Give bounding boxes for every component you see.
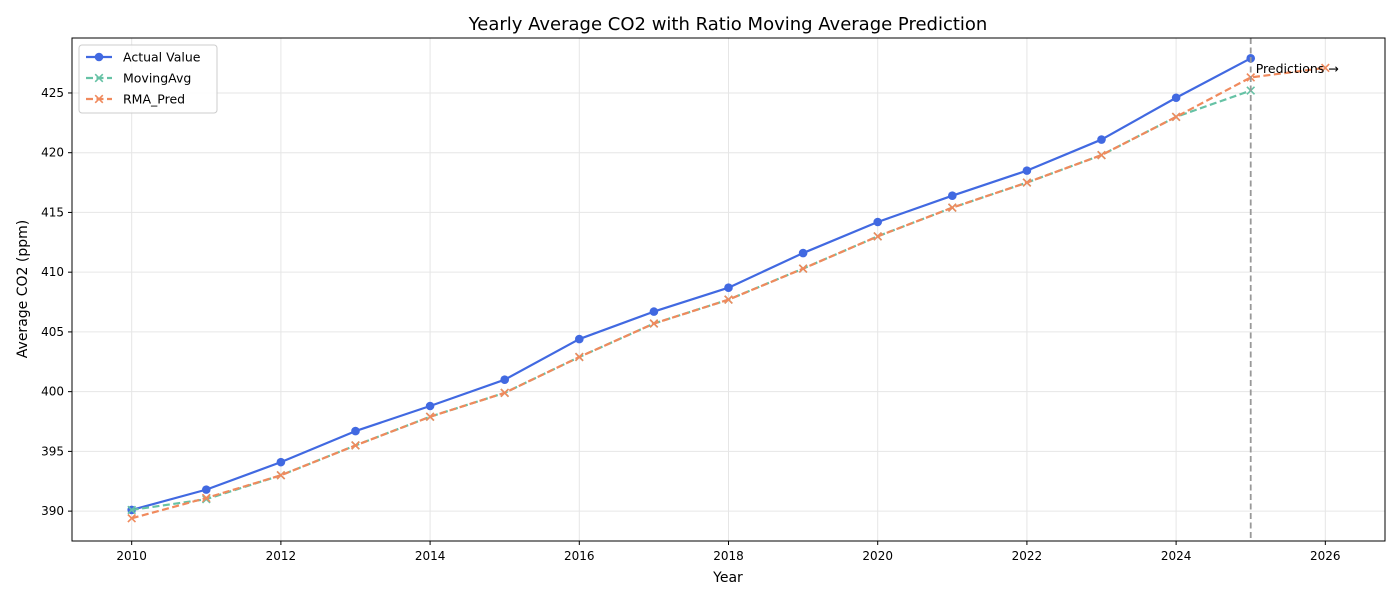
y-tick-label: 400 (41, 385, 64, 399)
data-point-actual-value (873, 217, 883, 227)
data-point-rma-pred (649, 319, 659, 328)
data-point-rma-pred (798, 264, 808, 273)
x-axis-label: Year (712, 570, 743, 586)
y-tick-label: 405 (41, 325, 64, 339)
data-point-actual-value (798, 248, 808, 258)
x-tick-label: 2024 (1161, 549, 1192, 563)
y-axis-ticks: 390 395 400 405 410 415 420 425 (41, 86, 72, 518)
data-point-rma-pred (1171, 112, 1181, 122)
data-point-actual-value (425, 401, 435, 411)
x-tick-label: 2026 (1310, 549, 1341, 563)
legend-entry-movingavg: MovingAvg (86, 71, 191, 86)
data-point-actual-value (201, 485, 211, 494)
legend-entry-rma-pred: RMA_Pred (86, 92, 185, 107)
y-tick-label: 425 (41, 86, 64, 100)
y-tick-label: 395 (41, 444, 64, 458)
y-axis-label: Average CO2 (ppm) (15, 220, 31, 358)
data-point-actual-value (724, 283, 733, 293)
annotation-layer: Predictions → (1256, 61, 1339, 76)
data-point-actual-value (1171, 93, 1181, 103)
series-rma-pred (127, 63, 1330, 523)
data-point-actual-value (948, 191, 957, 201)
data-point-rma-pred (127, 513, 137, 523)
data-point-actual-value (1097, 135, 1106, 144)
x-tick-label: 2022 (1012, 549, 1043, 563)
data-point-rma-pred (276, 470, 286, 480)
legend: Actual Value MovingAvg RMA_Pred (78, 44, 218, 114)
chart-title: Yearly Average CO2 with Ratio Moving Ave… (468, 14, 988, 35)
legend-entry-actual-value: Actual Value (86, 50, 201, 65)
legend-label-actual-value: Actual Value (123, 50, 201, 65)
grid-layer (72, 38, 1385, 541)
x-tick-label: 2012 (266, 549, 297, 563)
y-tick-label: 410 (41, 265, 64, 279)
data-point-rma-pred (574, 352, 584, 362)
x-tick-label: 2010 (116, 549, 147, 563)
data-point-rma-pred (873, 231, 883, 241)
x-tick-label: 2018 (713, 549, 744, 563)
legend-marker-actual-value (94, 52, 104, 62)
data-point-actual-value (351, 426, 360, 436)
legend-marker-rma-pred (94, 94, 104, 104)
y-tick-label: 390 (41, 504, 64, 518)
y-tick-label: 420 (41, 146, 64, 160)
data-point-movingavg (127, 505, 137, 515)
data-point-rma-pred (500, 388, 510, 398)
data-point-rma-pred (724, 295, 733, 305)
predictions-annotation: Predictions → (1256, 61, 1339, 76)
x-tick-label: 2016 (564, 549, 595, 563)
x-axis-ticks: 2010 2012 2014 2016 2018 2020 2022 2024 2026 (116, 541, 1341, 563)
x-tick-label: 2020 (862, 549, 893, 563)
legend-marker-movingavg (94, 73, 104, 83)
legend-entries: Actual Value MovingAvg RMA_Pred (86, 50, 201, 107)
legend-label-rma-pred: RMA_Pred (123, 92, 185, 107)
data-point-actual-value (649, 307, 659, 316)
data-point-actual-value (276, 457, 286, 467)
series-line-actual-value (131, 57, 1252, 511)
x-tick-label: 2014 (415, 549, 446, 563)
y-tick-label: 415 (41, 205, 64, 219)
data-point-actual-value (500, 375, 509, 385)
data-point-rma-pred (1320, 63, 1330, 73)
data-point-rma-pred (201, 493, 211, 503)
data-point-actual-value (574, 334, 584, 344)
series-actual-value (127, 54, 1256, 515)
series-layer (127, 54, 1330, 523)
data-point-rma-pred (947, 203, 957, 213)
data-point-rma-pred (1022, 178, 1032, 187)
data-point-actual-value (1022, 166, 1032, 175)
legend-box (78, 44, 218, 114)
data-point-rma-pred (351, 441, 360, 450)
data-point-rma-pred (425, 412, 435, 422)
legend-label-movingavg: MovingAvg (123, 71, 191, 86)
data-point-rma-pred (1097, 150, 1106, 160)
